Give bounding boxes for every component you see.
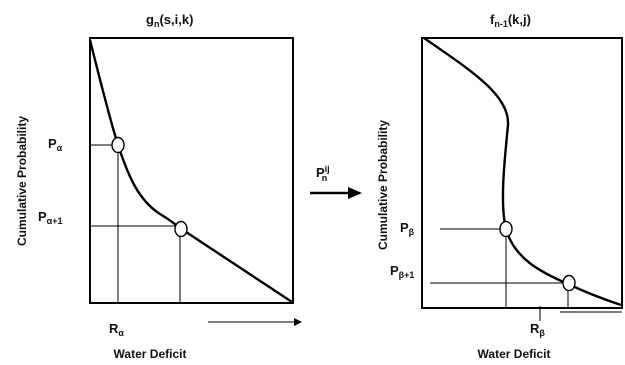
right-x-axis-label: Water Deficit bbox=[478, 347, 551, 361]
left-x-arrow-head bbox=[294, 318, 302, 326]
point-beta bbox=[499, 220, 513, 238]
label-r-beta: Rβ bbox=[530, 321, 545, 338]
point-alpha bbox=[111, 136, 125, 154]
right-y-axis-label: Cumulative Probability bbox=[376, 120, 390, 250]
right-cdf-curve bbox=[423, 37, 622, 307]
left-panel-title: gn(s,i,k) bbox=[146, 12, 193, 29]
right-guide-p-beta bbox=[440, 228, 507, 308]
label-p-beta1: Pβ+1 bbox=[390, 263, 414, 280]
transition: Pij n bbox=[310, 164, 362, 199]
point-beta1 bbox=[562, 274, 576, 292]
left-x-axis-label: Water Deficit bbox=[114, 347, 187, 361]
label-p-alpha: Pα bbox=[48, 136, 63, 153]
left-cdf-curve bbox=[88, 39, 293, 304]
left-panel: gn(s,i,k) Cumulative Probability Pα Pα+1… bbox=[15, 12, 302, 361]
left-guide-p-alpha1 bbox=[90, 225, 181, 303]
right-panel: fn-1(k,j) Cumulative Probability Pβ Pβ+1… bbox=[376, 12, 623, 361]
right-guide-p-beta1 bbox=[430, 282, 569, 308]
left-y-axis-label: Cumulative Probability bbox=[15, 116, 29, 246]
left-guide-p-alpha bbox=[90, 144, 119, 303]
left-panel-frame bbox=[89, 37, 294, 304]
label-p-beta: Pβ bbox=[400, 220, 415, 237]
label-r-alpha: Rα bbox=[109, 321, 124, 338]
transition-arrow-head bbox=[348, 187, 362, 199]
label-p-alpha1: Pα+1 bbox=[38, 209, 62, 226]
right-panel-title: fn-1(k,j) bbox=[490, 12, 531, 29]
right-panel-frame bbox=[421, 37, 623, 309]
point-alpha1 bbox=[174, 220, 188, 238]
transition-label: Pij n bbox=[316, 164, 330, 183]
